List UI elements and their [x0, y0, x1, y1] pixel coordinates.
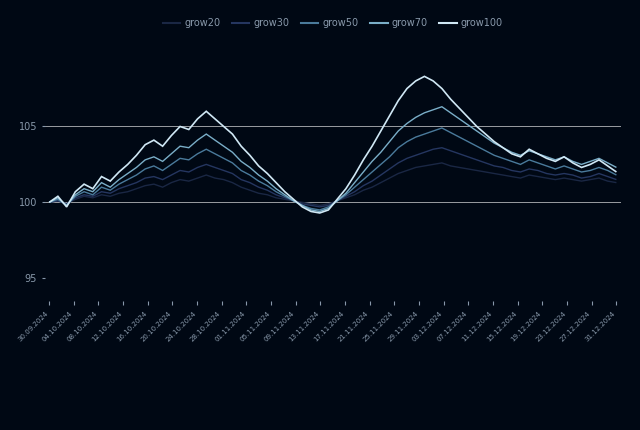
grow70: [185, 145, 193, 150]
grow30: [220, 168, 228, 173]
grow20: [45, 200, 53, 205]
grow30: [185, 169, 193, 175]
Line: grow30: grow30: [49, 148, 616, 207]
grow20: [185, 178, 193, 184]
grow100: [220, 124, 228, 129]
grow70: [316, 209, 324, 214]
grow100: [420, 74, 428, 79]
grow100: [316, 210, 324, 215]
grow100: [298, 204, 306, 209]
grow20: [316, 203, 324, 208]
grow30: [612, 177, 620, 182]
grow100: [290, 197, 298, 202]
grow50: [298, 203, 306, 208]
grow50: [220, 156, 228, 161]
grow70: [220, 144, 228, 149]
grow50: [45, 200, 53, 205]
grow50: [316, 207, 324, 212]
Line: grow20: grow20: [49, 163, 616, 206]
grow50: [290, 198, 298, 203]
Line: grow100: grow100: [49, 77, 616, 213]
grow20: [438, 160, 445, 166]
grow70: [438, 104, 445, 109]
grow50: [612, 172, 620, 178]
grow20: [89, 195, 97, 200]
grow50: [185, 157, 193, 163]
grow20: [612, 180, 620, 185]
grow100: [612, 169, 620, 175]
grow100: [508, 151, 516, 157]
grow100: [89, 186, 97, 191]
grow30: [316, 204, 324, 209]
grow70: [298, 203, 306, 208]
grow30: [290, 198, 298, 203]
grow70: [45, 200, 53, 205]
grow30: [298, 201, 306, 206]
Line: grow50: grow50: [49, 128, 616, 210]
grow20: [290, 198, 298, 203]
grow30: [508, 168, 516, 173]
grow70: [89, 189, 97, 194]
grow70: [290, 198, 298, 203]
grow100: [45, 200, 53, 205]
grow30: [438, 145, 445, 150]
grow30: [89, 194, 97, 199]
grow70: [612, 165, 620, 170]
grow50: [438, 126, 445, 131]
grow20: [508, 174, 516, 179]
grow20: [220, 177, 228, 182]
grow50: [508, 159, 516, 164]
grow30: [45, 200, 53, 205]
Legend: grow20, grow30, grow50, grow70, grow100: grow20, grow30, grow50, grow70, grow100: [159, 14, 507, 32]
Line: grow70: grow70: [49, 107, 616, 212]
grow20: [298, 200, 306, 205]
grow70: [508, 150, 516, 155]
grow50: [89, 192, 97, 197]
grow100: [185, 127, 193, 132]
